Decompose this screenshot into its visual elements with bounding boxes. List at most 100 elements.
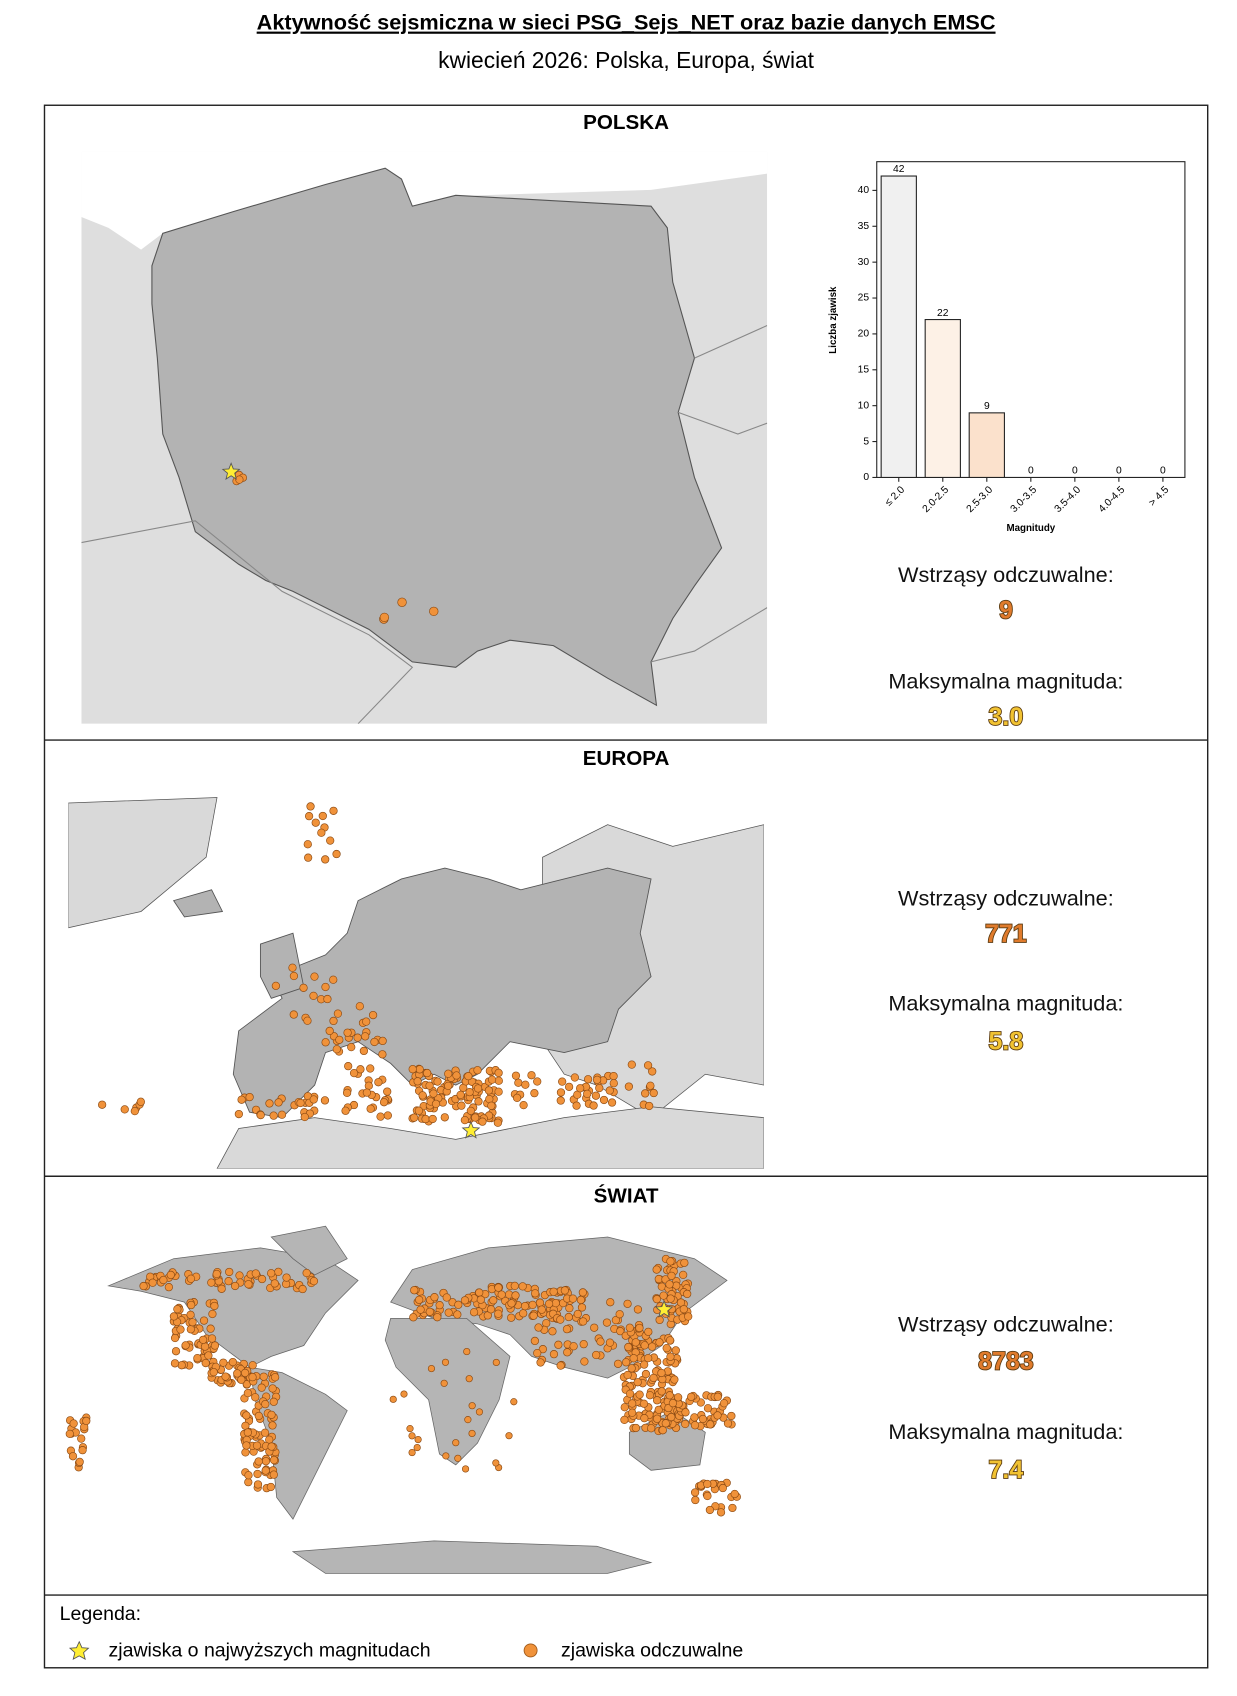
event-dot: [558, 1077, 567, 1086]
event-dot: [267, 1442, 276, 1451]
event-dot: [204, 1351, 213, 1360]
event-dot: [274, 1267, 283, 1277]
event-dot: [332, 849, 341, 859]
event-dot: [277, 1110, 287, 1119]
event-dot: [267, 1410, 276, 1419]
event-dot: [378, 1036, 387, 1046]
event-dot: [554, 1340, 563, 1349]
y-tick-label: 0: [863, 472, 869, 483]
event-dot: [469, 1308, 479, 1317]
event-dot: [556, 1315, 565, 1324]
event-dot: [687, 1392, 696, 1401]
event-dot: [248, 1361, 257, 1370]
y-tick-label: 15: [858, 365, 870, 376]
event-dot: [416, 1305, 425, 1314]
event-dot: [406, 1425, 414, 1433]
event-dot: [533, 1077, 542, 1086]
event-dot: [444, 1069, 453, 1078]
event-dot: [333, 1009, 343, 1018]
max-label: Maksymalna magnituda:: [888, 991, 1123, 1016]
event-dot: [252, 1441, 262, 1450]
event-dot: [120, 1105, 129, 1114]
event-dot: [269, 1470, 278, 1479]
event-dot: [171, 1347, 181, 1356]
histogram: 0 5 10 15 20 25 30 35 40 42 ≤ 2.0 22 2.0-2.5 9 2.5-3.0…: [828, 161, 1186, 534]
event-dot: [473, 1066, 482, 1075]
event-dot: [300, 1112, 309, 1122]
event-dot: [309, 991, 318, 1001]
data-label: 0: [1116, 466, 1122, 477]
event-dot: [713, 1411, 722, 1420]
event-dot: [658, 1426, 667, 1435]
max-value: 5.8: [989, 1027, 1024, 1055]
event-dot: [376, 1112, 385, 1121]
event-dot: [605, 1338, 615, 1347]
event-dot: [621, 1358, 631, 1367]
event-dot: [219, 1358, 228, 1367]
event-dot: [519, 1100, 528, 1110]
event-dot: [269, 1397, 278, 1406]
event-dot: [667, 1271, 676, 1280]
event-dot: [251, 1393, 260, 1402]
event-dot: [442, 1452, 450, 1460]
event-dot: [620, 1403, 629, 1412]
event-dot: [565, 1304, 574, 1313]
event-dot: [628, 1399, 637, 1408]
event-dot: [599, 1095, 609, 1105]
event-dot: [320, 1096, 330, 1105]
event-dot: [251, 1269, 260, 1278]
event-dot: [691, 1495, 700, 1505]
event-dot: [681, 1419, 690, 1429]
event-dot: [641, 1369, 651, 1379]
event-dot: [359, 1046, 369, 1056]
event-dot: [681, 1408, 690, 1417]
event-dot: [616, 1327, 625, 1336]
event-dot: [429, 606, 439, 617]
event-dot: [329, 806, 338, 815]
event-dot: [265, 1099, 274, 1108]
event-dot: [224, 1277, 233, 1286]
section-title: ŚWIAT: [594, 1183, 659, 1207]
event-dot: [647, 1342, 657, 1351]
event-dot: [463, 1348, 471, 1356]
event-dot: [329, 1016, 338, 1026]
event-dot: [595, 1083, 604, 1093]
event-dot: [304, 812, 314, 821]
legend-title: Legenda:: [60, 1603, 141, 1625]
event-dot: [609, 1071, 618, 1081]
event-dot: [311, 818, 320, 827]
event-dot: [511, 1071, 521, 1080]
event-dot: [644, 1353, 653, 1363]
event-dot: [624, 1342, 633, 1352]
event-dot: [623, 1370, 632, 1380]
event-dot: [683, 1289, 692, 1299]
event-dot: [627, 1364, 636, 1373]
felt-value: 771: [985, 920, 1027, 948]
x-tick-label: 3.5-4.0: [1053, 484, 1084, 515]
felt-label: Wstrząsy odczuwalne:: [898, 562, 1114, 587]
event-dot: [478, 1117, 487, 1126]
event-dot: [493, 1118, 503, 1127]
event-dot: [441, 1358, 450, 1366]
event-dot: [457, 1101, 466, 1110]
event-dot: [514, 1078, 523, 1087]
x-tick-label: 2.0-2.5: [921, 484, 952, 515]
event-dot: [244, 1280, 253, 1289]
legend-label: zjawiska odczuwalne: [561, 1640, 743, 1662]
event-dot: [356, 1065, 365, 1074]
event-dot: [453, 1310, 462, 1319]
event-dot: [209, 1368, 218, 1377]
event-dot: [556, 1361, 565, 1370]
event-dot: [177, 1361, 186, 1370]
data-label: 0: [1028, 466, 1034, 477]
event-dot: [512, 1093, 522, 1103]
event-dot: [421, 1114, 430, 1124]
event-dot: [370, 1037, 379, 1047]
event-dot: [648, 1067, 657, 1076]
event-dot: [703, 1404, 713, 1413]
event-dot: [309, 1277, 319, 1286]
event-dot: [640, 1360, 649, 1369]
event-dot: [489, 1296, 498, 1305]
event-dot: [494, 1076, 503, 1085]
event-dot: [706, 1420, 715, 1429]
